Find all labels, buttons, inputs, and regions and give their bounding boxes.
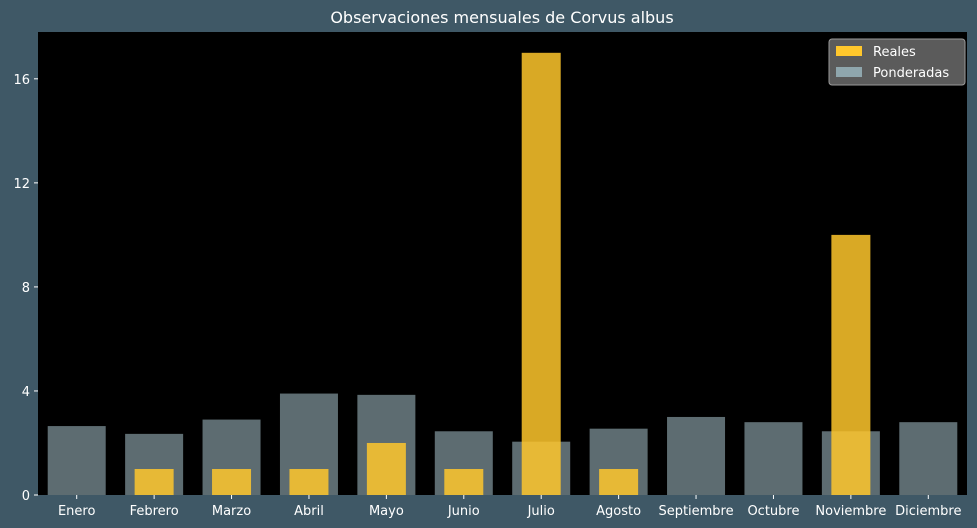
x-tick-label-4: Mayo: [369, 504, 404, 519]
bar-reales-1: [134, 468, 174, 495]
x-tick-label-3: Abril: [294, 504, 324, 519]
reales-series: [134, 52, 871, 495]
chart-title: Observaciones mensuales de Corvus albus: [330, 8, 673, 27]
y-tick-label-4: 16: [13, 73, 30, 88]
x-tick-label-2: Marzo: [212, 504, 251, 519]
legend: Reales Ponderadas: [828, 38, 966, 86]
y-tick-label-0: 0: [22, 489, 30, 504]
x-tick-label-5: Junio: [447, 504, 480, 519]
y-tick-label-3: 12: [13, 177, 30, 192]
x-tick-label-7: Agosto: [596, 504, 641, 519]
y-tick-label-2: 8: [22, 281, 30, 296]
bar-ponderadas-9: [744, 422, 803, 495]
y-tick-label-1: 4: [22, 385, 30, 400]
bar-reales-5: [444, 468, 484, 495]
bar-reales-3: [289, 468, 329, 495]
legend-swatch-reales: [836, 46, 862, 56]
bar-ponderadas-11: [899, 422, 958, 495]
x-tick-label-1: Febrero: [130, 504, 179, 519]
x-tick-label-0: Enero: [58, 504, 96, 519]
x-tick-label-8: Septiembre: [658, 504, 733, 519]
bar-ponderadas-8: [667, 416, 726, 495]
bar-reales-7: [599, 468, 639, 495]
bar-reales-4: [366, 442, 406, 495]
bar-reales-6: [521, 52, 561, 495]
x-tick-label-6: Julio: [527, 504, 555, 519]
x-tick-label-10: Noviembre: [815, 504, 886, 519]
bar-reales-2: [212, 468, 252, 495]
bar-ponderadas-0: [47, 426, 106, 495]
plot-area: [38, 32, 967, 495]
x-tick-label-11: Diciembre: [895, 504, 961, 519]
legend-swatch-ponderadas: [836, 67, 862, 77]
x-tick-label-9: Octubre: [747, 504, 799, 519]
legend-box: [828, 38, 966, 86]
x-axis: Enero Febrero Marzo Abril Mayo Junio Julio Agos…: [58, 495, 961, 519]
y-axis: 0 4 8 12 16: [13, 73, 38, 504]
bar-reales-10: [831, 234, 871, 495]
legend-label-reales: Reales: [873, 45, 916, 60]
legend-label-ponderadas: Ponderadas: [873, 66, 949, 81]
